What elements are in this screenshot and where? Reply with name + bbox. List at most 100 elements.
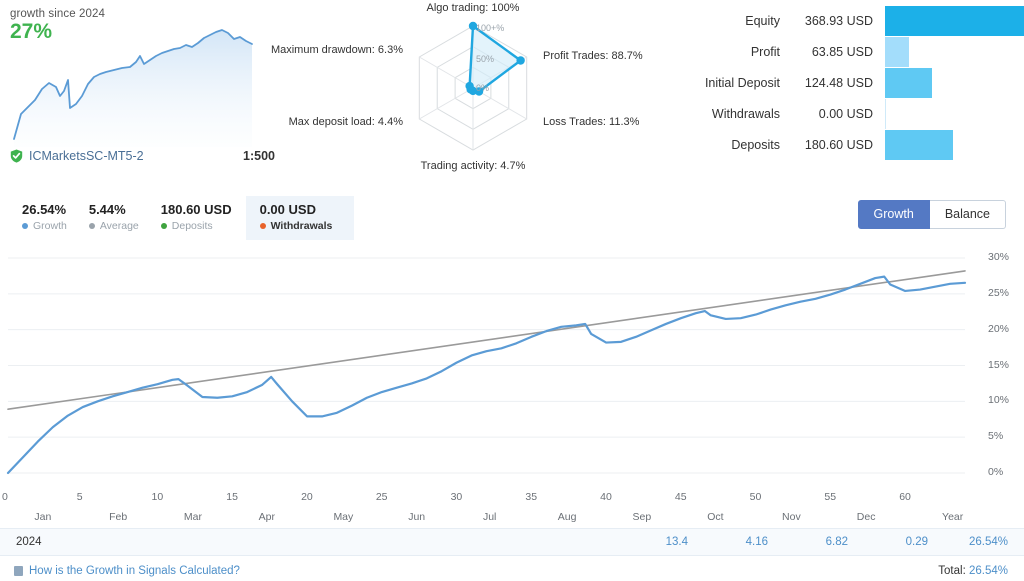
x-axis-tick-label: 45 — [674, 491, 687, 503]
svg-text:0%: 0% — [476, 83, 489, 93]
equity-bar-value: 124.48 USD — [804, 76, 873, 90]
equity-bar-fill — [885, 68, 932, 98]
radar-axis-label: Maximum drawdown: 6.3% — [270, 44, 403, 56]
total-row: Total: 26.54% — [938, 565, 1008, 577]
stat-item[interactable]: 26.54% Growth — [14, 196, 81, 240]
table-cell: 13.4 — [665, 536, 688, 548]
table-row-year: 2024 — [16, 536, 42, 548]
equity-bar-row: Withdrawals 0.00 USD — [690, 99, 1024, 129]
legend-dot-icon — [160, 223, 167, 229]
x-axis-tick-label: 20 — [301, 491, 313, 503]
performance-radar-chart: 100+% 50% 0% — [418, 21, 528, 151]
stat-legend: Growth — [22, 220, 67, 232]
equity-bar-label: Equity — [745, 14, 780, 28]
legend-dot-icon — [88, 223, 95, 229]
x-axis-tick-label: 15 — [226, 491, 238, 503]
growth-chart-svg — [6, 257, 967, 475]
radar-axis-label: Profit Trades: 88.7% — [543, 50, 643, 62]
svg-text:100+%: 100+% — [476, 23, 504, 33]
equity-bar-value: 180.60 USD — [804, 138, 873, 152]
radar-axis-label: Max deposit load: 4.4% — [288, 116, 403, 128]
equity-bar-fill — [885, 130, 954, 160]
table-cell: 6.82 — [825, 536, 848, 548]
x-axis-month-label: Apr — [258, 511, 276, 523]
growth-sparkline-panel: growth since 2024 27% — [0, 0, 290, 180]
radar-axis-label: Algo trading: 100% — [426, 2, 520, 14]
x-axis-tick-label: 25 — [375, 491, 388, 503]
equity-bar-label: Initial Deposit — [704, 76, 780, 90]
radar-axis-label: Loss Trades: 11.3% — [543, 116, 640, 128]
legend-dot-icon — [259, 223, 266, 229]
stat-legend-label: Withdrawals — [270, 220, 333, 232]
table-cell: 4.16 — [745, 536, 768, 548]
equity-bar-row: Deposits 180.60 USD — [690, 130, 1024, 160]
x-axis-month-label: May — [333, 511, 354, 523]
table-cell: 26.54% — [968, 536, 1008, 548]
table-cell: 0.29 — [905, 536, 928, 548]
total-value: 26.54% — [968, 565, 1008, 577]
broker-name[interactable]: ICMarketsSC-MT5-2 — [29, 149, 144, 163]
equity-bar-track — [885, 99, 1024, 129]
equity-bar-fill — [885, 37, 910, 67]
info-icon — [14, 566, 23, 576]
equity-bar-fill — [885, 6, 1024, 36]
stat-item[interactable]: 5.44% Average — [81, 196, 153, 240]
radar-axis-label: Trading activity: 4.7% — [420, 160, 526, 172]
x-axis-month-label: Dec — [856, 511, 876, 523]
equity-bar-track — [885, 68, 1024, 98]
x-axis-tick-label: 35 — [525, 491, 538, 503]
stat-legend-label: Growth — [33, 220, 67, 232]
stat-legend-label: Deposits — [171, 220, 213, 232]
tab-balance[interactable]: Balance — [929, 200, 1006, 229]
x-axis-tick-label: 60 — [899, 491, 911, 503]
equity-bar-value: 63.85 USD — [811, 45, 873, 59]
stat-item[interactable]: 180.60 USD Deposits — [153, 196, 246, 240]
equity-bar-label: Profit — [750, 45, 780, 59]
equity-bar-row: Profit 63.85 USD — [690, 37, 1024, 67]
growth-calculation-link[interactable]: How is the Growth in Signals Calculated? — [14, 565, 240, 577]
x-axis-tick-label: 10 — [151, 491, 164, 503]
chart-x-axis: 0 5 10 15 20 25 30 35 40 45 50 55 60 Jan Feb Mar Apr May… — [0, 489, 1024, 527]
y-axis-tick-label: 0% — [988, 466, 1004, 478]
y-axis-tick-label: 20% — [988, 322, 1010, 335]
table-row: 2024 13.4 4.16 6.82 0.29 26.54% — [0, 528, 1024, 556]
x-axis-month-label: Sep — [632, 511, 652, 523]
growth-chart: 0% 5% 10% 15% 20% 25% 30% — [0, 248, 1024, 488]
stat-value: 5.44% — [88, 202, 126, 217]
tab-growth[interactable]: Growth — [857, 200, 930, 229]
equity-bar-label: Deposits — [731, 138, 780, 152]
y-axis-tick-label: 10% — [988, 394, 1010, 407]
x-axis-tick-label: 55 — [824, 491, 837, 503]
top-summary-row: growth since 2024 27% — [0, 0, 1024, 180]
stat-legend: Average — [88, 220, 139, 232]
svg-text:50%: 50% — [476, 54, 494, 64]
sparkline-growth-percent: 27% — [10, 20, 53, 43]
radar-chart-panel: 100+% 50% 0% Algo trading: 100% Profit Trad… — [271, 0, 690, 180]
x-axis-month-label: Jan — [34, 511, 52, 523]
y-axis-tick-label: 25% — [988, 286, 1010, 299]
leverage-value: 1:500 — [243, 149, 275, 163]
x-axis-month-label: Mar — [183, 511, 202, 523]
stat-value: 26.54% — [22, 202, 67, 217]
legend-dot-icon — [22, 223, 28, 229]
stat-legend: Withdrawals — [259, 220, 333, 232]
x-axis-month-label: Year — [942, 511, 964, 523]
x-axis-tick-label: 0 — [2, 491, 8, 503]
equity-bar-fill — [885, 99, 886, 129]
x-axis-tick-label: 30 — [450, 491, 463, 503]
equity-bar-track — [885, 37, 1024, 67]
table-footer: How is the Growth in Signals Calculated?… — [0, 556, 1024, 580]
x-axis-tick-label: 5 — [76, 491, 83, 503]
broker-line: ICMarketsSC-MT5-2 1:500 — [10, 149, 275, 163]
stat-value: 180.60 USD — [160, 202, 232, 217]
stat-item[interactable]: 0.00 USD Withdrawals — [245, 196, 355, 240]
equity-bar-label: Withdrawals — [711, 107, 780, 121]
equity-bar-value: 0.00 USD — [818, 107, 873, 121]
chart-mode-toggle[interactable]: Growth Balance — [857, 200, 1006, 229]
stat-legend-label: Average — [99, 220, 139, 232]
y-axis-tick-label: 15% — [988, 358, 1010, 371]
equity-bar-value: 368.93 USD — [804, 14, 873, 28]
x-axis-month-label: Jun — [408, 511, 426, 523]
x-axis-month-label: Nov — [782, 511, 801, 523]
